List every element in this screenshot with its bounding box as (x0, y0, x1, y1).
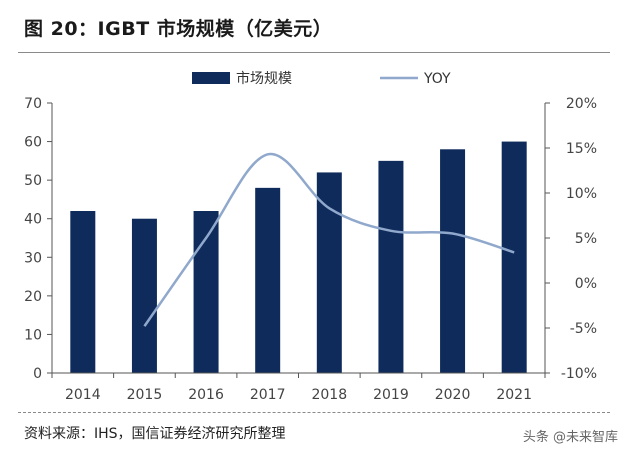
x-tick-label: 2017 (250, 387, 286, 403)
y-left-tick-label: 30 (24, 250, 42, 266)
x-tick-label: 2021 (496, 387, 532, 403)
y-left-tick-label: 20 (24, 289, 42, 305)
y-right-tick-label: 5% (575, 231, 597, 247)
bar-2020 (440, 149, 466, 373)
x-axis: 2014 2015 2016 2017 2018 2019 2020 2021 (51, 372, 546, 403)
y-right-tick-label: 10% (566, 186, 597, 202)
y-right-tick-label: 0% (575, 276, 597, 292)
title-divider (18, 52, 610, 53)
y-right-tick-label: 20% (566, 96, 597, 112)
y-right-tick-label: -5% (570, 321, 597, 337)
chart-title: 图 20：IGBT 市场规模（亿美元） (24, 18, 333, 40)
bar-2021 (501, 141, 527, 373)
x-tick-label: 2019 (373, 387, 409, 403)
legend-swatch-bar (192, 72, 230, 84)
source-divider (18, 412, 610, 413)
y-left-tick-label: 70 (24, 96, 42, 112)
y-left-tick-label: 10 (24, 327, 42, 343)
bar-2018 (316, 172, 342, 373)
watermark: 头条 @未来智库 (522, 430, 618, 445)
y-right-tick-label: -10% (561, 366, 597, 382)
y-left-tick-label: 0 (33, 366, 42, 382)
y-left-tick-label: 50 (24, 173, 42, 189)
legend: 市场规模 YOY (192, 70, 451, 87)
bar-2016 (193, 211, 219, 373)
x-tick-label: 2014 (65, 387, 101, 403)
y-axis-left: 0 10 20 30 40 50 60 70 (24, 96, 53, 382)
source-note: 资料来源：IHS，国信证券经济研究所整理 (24, 426, 286, 442)
y-left-tick-label: 40 (24, 212, 42, 228)
x-tick-label: 2018 (311, 387, 347, 403)
y-left-tick-label: 60 (24, 135, 42, 151)
bar-2017 (255, 187, 281, 373)
igbt-market-chart: 市场规模 YOY 2014 2015 2016 2017 2018 2019 2020 202… (24, 70, 597, 403)
legend-label-market-size: 市场规模 (236, 70, 292, 87)
x-tick-label: 2016 (188, 387, 224, 403)
y-axis-right: -10% -5% 0% 5% 10% 15% 20% (544, 96, 597, 382)
bar-2015 (131, 218, 157, 373)
bar-2019 (378, 160, 404, 373)
legend-label-yoy: YOY (423, 71, 451, 87)
bar-2014 (70, 211, 96, 373)
x-tick-label: 2020 (435, 387, 471, 403)
y-right-tick-label: 15% (566, 141, 597, 157)
x-tick-label: 2015 (127, 387, 163, 403)
